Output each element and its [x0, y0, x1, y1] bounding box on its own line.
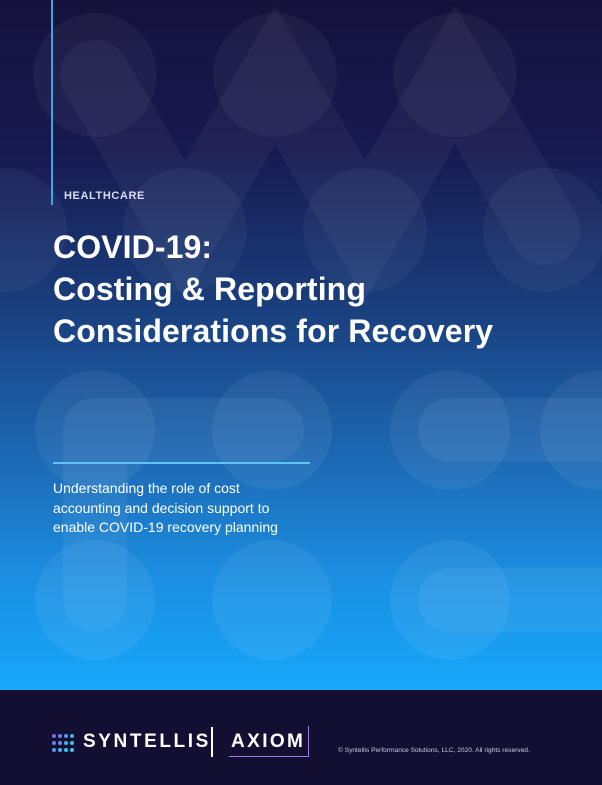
subtitle-line: accounting and decision support to [53, 499, 270, 516]
background-pattern [0, 5, 602, 660]
document-subtitle: Understanding the role of cost accountin… [53, 479, 353, 538]
syntellis-dot-grid-icon [52, 734, 74, 752]
category-label: HEALTHCARE [64, 190, 145, 202]
accent-vertical-line [51, 0, 53, 205]
document-title: COVID-19: Costing & Reporting Considerat… [53, 226, 583, 352]
title-line: Considerations for Recovery [53, 313, 494, 349]
subtitle-line: enable COVID-19 recovery planning [53, 519, 278, 535]
copyright-notice: © Syntellis Performance Solutions, LLC, … [338, 747, 530, 754]
subtitle-line: Understanding the role of cost [53, 480, 240, 496]
footer-bar [0, 690, 602, 785]
syntellis-logo-text: SYNTELLIS [83, 731, 211, 752]
title-line: COVID-19: [53, 229, 213, 265]
accent-divider [53, 462, 310, 464]
title-line: Costing & Reporting [53, 271, 366, 307]
axiom-logo-frame [229, 726, 309, 757]
axiom-logo-text: AXIOM [231, 731, 306, 752]
cover-hero: HEALTHCARE COVID-19: Costing & Reporting… [0, 0, 602, 690]
brand-separator [211, 727, 213, 757]
